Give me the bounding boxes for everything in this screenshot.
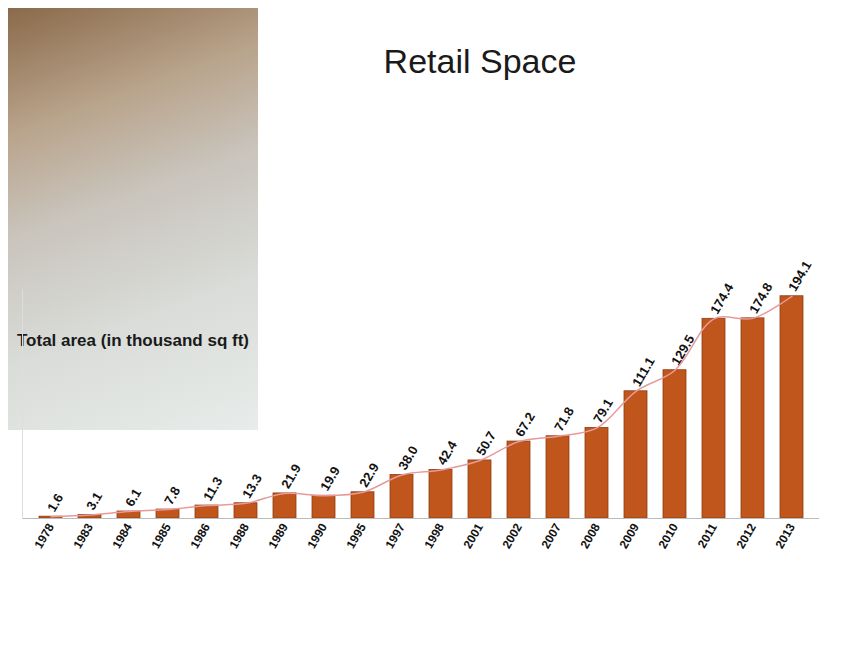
svg-text:1995: 1995 <box>343 521 369 551</box>
svg-text:1989: 1989 <box>265 521 291 551</box>
svg-text:2013: 2013 <box>772 521 798 551</box>
svg-text:1997: 1997 <box>382 521 408 551</box>
svg-text:50.7: 50.7 <box>473 428 499 458</box>
svg-text:13.3: 13.3 <box>239 471 265 500</box>
svg-text:174.8: 174.8 <box>746 280 776 316</box>
svg-text:1988: 1988 <box>226 521 252 551</box>
svg-text:2001: 2001 <box>460 521 486 551</box>
svg-text:11.3: 11.3 <box>200 474 225 503</box>
svg-text:2009: 2009 <box>616 521 642 551</box>
svg-text:2008: 2008 <box>577 521 603 551</box>
svg-text:2002: 2002 <box>499 521 525 551</box>
svg-text:1990: 1990 <box>304 521 330 551</box>
svg-text:2007: 2007 <box>538 521 564 551</box>
svg-text:1986: 1986 <box>187 521 213 551</box>
svg-text:79.1: 79.1 <box>590 396 616 425</box>
svg-text:2010: 2010 <box>655 521 681 551</box>
svg-text:6.1: 6.1 <box>122 486 144 509</box>
svg-text:42.4: 42.4 <box>434 437 460 467</box>
svg-text:22.9: 22.9 <box>356 460 382 490</box>
svg-text:194.1: 194.1 <box>785 258 814 294</box>
svg-text:19.9: 19.9 <box>317 464 343 493</box>
svg-text:2011: 2011 <box>695 521 720 551</box>
svg-text:21.9: 21.9 <box>278 462 304 491</box>
svg-text:129.5: 129.5 <box>668 332 697 368</box>
svg-text:1.6: 1.6 <box>44 491 66 514</box>
svg-text:67.2: 67.2 <box>512 410 538 439</box>
svg-text:38.0: 38.0 <box>395 443 421 472</box>
svg-text:1998: 1998 <box>421 521 447 551</box>
svg-text:1978: 1978 <box>31 521 57 551</box>
svg-text:1984: 1984 <box>109 521 135 551</box>
html-text:Total area (in thousand sq ft): Total area (in thousand sq ft) <box>17 331 249 350</box>
svg-text:111.1: 111.1 <box>629 354 658 388</box>
svg-text:174.4: 174.4 <box>707 280 737 316</box>
svg-text:1983: 1983 <box>70 521 96 551</box>
svg-text:71.8: 71.8 <box>551 404 577 433</box>
svg-text:1985: 1985 <box>148 521 174 551</box>
html-text:Retail Space: Retail Space <box>383 42 577 80</box>
svg-text:7.8: 7.8 <box>161 484 183 507</box>
svg-text:2012: 2012 <box>733 521 759 551</box>
svg-text:3.1: 3.1 <box>83 489 105 512</box>
